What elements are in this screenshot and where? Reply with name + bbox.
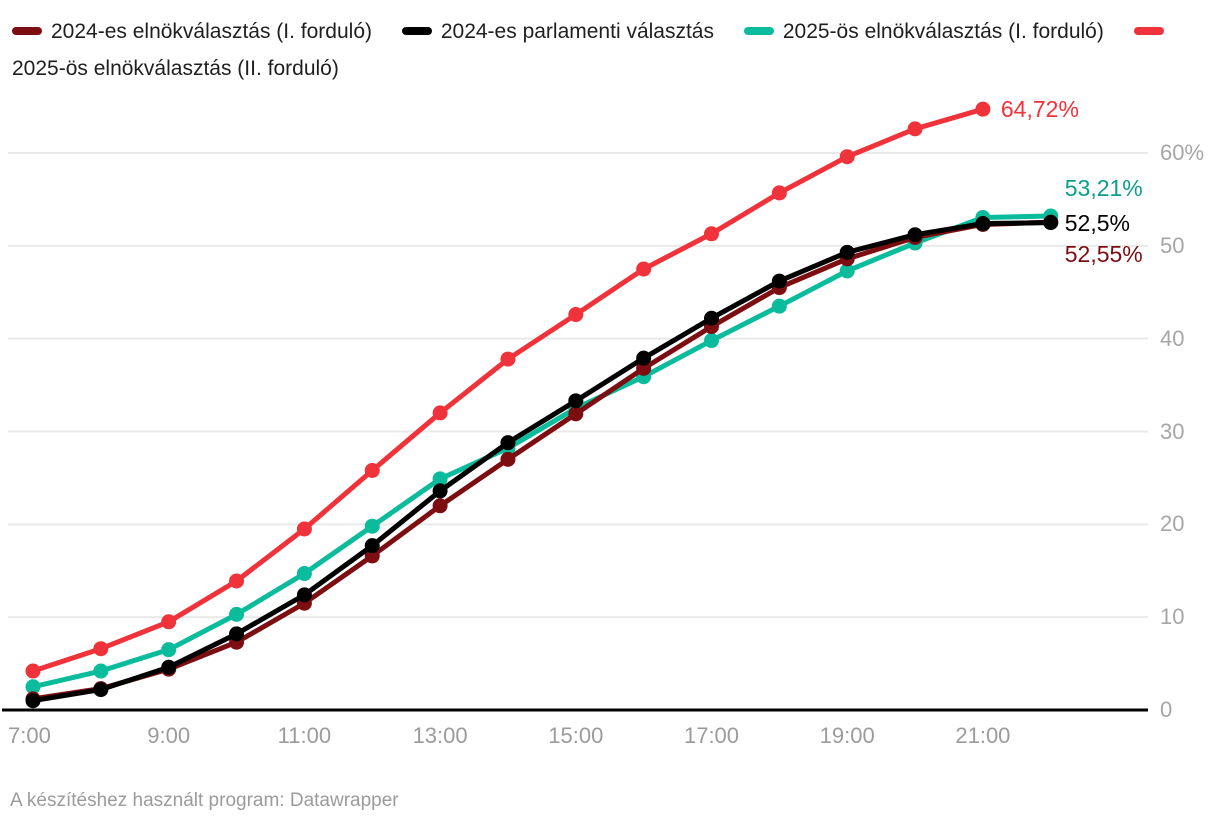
data-point xyxy=(229,626,245,642)
series-end-label: 53,21% xyxy=(1064,175,1143,202)
x-axis-label: 13:00 xyxy=(412,723,468,748)
y-axis-label: 0 xyxy=(1160,697,1173,722)
data-point xyxy=(161,614,177,630)
legend-item: 2025-ös elnökválasztás (I. forduló) xyxy=(720,20,1104,43)
data-point xyxy=(907,227,923,243)
data-point xyxy=(229,573,245,589)
data-point xyxy=(364,538,380,554)
legend: 2024-es elnökválasztás (I. forduló) 2024… xyxy=(12,13,1208,87)
data-point xyxy=(500,451,516,467)
series-line xyxy=(30,213,1054,690)
data-point xyxy=(975,216,991,232)
data-point xyxy=(25,679,41,695)
y-axis-label: 20 xyxy=(1160,511,1185,537)
data-point xyxy=(432,471,448,487)
series-end-label: 52,5% xyxy=(1064,209,1130,236)
data-point xyxy=(907,121,923,137)
data-point xyxy=(771,273,787,289)
data-point xyxy=(364,462,380,478)
series-line xyxy=(30,219,1054,702)
y-axis-label: 60% xyxy=(1160,140,1205,165)
legend-swatch xyxy=(1133,26,1164,35)
series-end-label: 64,72% xyxy=(1000,96,1079,123)
data-point xyxy=(568,307,584,323)
legend-item-label: 2025-ös elnökválasztás (II. forduló) xyxy=(12,57,339,80)
data-point xyxy=(25,663,41,679)
data-point xyxy=(975,101,991,117)
data-point xyxy=(704,226,719,242)
data-point xyxy=(839,244,855,260)
data-point xyxy=(296,587,312,603)
data-point xyxy=(839,263,855,279)
x-axis-label: 19:00 xyxy=(819,723,875,748)
data-point xyxy=(636,261,652,277)
y-axis-label: 50 xyxy=(1160,232,1185,258)
data-point xyxy=(500,435,516,451)
x-axis-label: 21:00 xyxy=(955,723,1011,748)
data-point xyxy=(432,405,448,421)
data-point xyxy=(25,693,41,709)
data-point xyxy=(636,350,652,366)
y-axis-label: 10 xyxy=(1160,604,1185,630)
data-point xyxy=(296,521,312,537)
series-line xyxy=(30,106,986,674)
x-axis-label: 15:00 xyxy=(548,723,604,748)
series-line xyxy=(30,220,1054,704)
data-point xyxy=(229,606,245,622)
data-point xyxy=(568,393,584,409)
legend-item: 2025-ös elnökválasztás (II. forduló) xyxy=(12,20,1173,80)
data-point xyxy=(364,518,380,534)
data-point xyxy=(839,149,855,165)
series-end-label: 52,55% xyxy=(1064,241,1143,268)
legend-item-label: 2025-ös elnökválasztás (I. forduló) xyxy=(782,20,1104,43)
data-point xyxy=(771,185,787,201)
data-point xyxy=(161,659,177,675)
data-point xyxy=(432,483,448,499)
data-point xyxy=(500,351,516,367)
legend-item-label: 2024-es elnökválasztás (I. forduló) xyxy=(51,20,372,43)
data-point xyxy=(568,406,584,422)
legend-item-label: 2024-es parlamenti választás xyxy=(440,20,714,43)
data-point xyxy=(1043,215,1059,231)
data-point xyxy=(93,663,109,679)
legend-item: 2024-es elnökválasztás (I. forduló) xyxy=(12,20,372,43)
x-axis-label: 17:00 xyxy=(683,723,740,748)
data-point xyxy=(432,498,448,514)
x-axis-label: 9:00 xyxy=(147,723,191,748)
data-point xyxy=(771,298,787,314)
footer-credit: A készítéshez használt program: Datawrap… xyxy=(10,790,399,811)
data-point xyxy=(161,642,177,658)
data-point xyxy=(704,333,719,349)
x-axis-label: 11:00 xyxy=(277,723,332,748)
data-point xyxy=(93,641,109,657)
legend-swatch xyxy=(12,26,42,35)
y-axis-label: 30 xyxy=(1160,418,1185,444)
y-axis-label: 40 xyxy=(1160,325,1185,351)
data-point xyxy=(704,310,719,326)
x-axis-label: 7:00 xyxy=(8,723,51,748)
legend-item: 2024-es parlamenti választás xyxy=(378,20,714,43)
data-point xyxy=(296,566,312,582)
data-point xyxy=(93,682,109,698)
legend-swatch xyxy=(743,26,774,35)
legend-swatch xyxy=(401,26,432,35)
